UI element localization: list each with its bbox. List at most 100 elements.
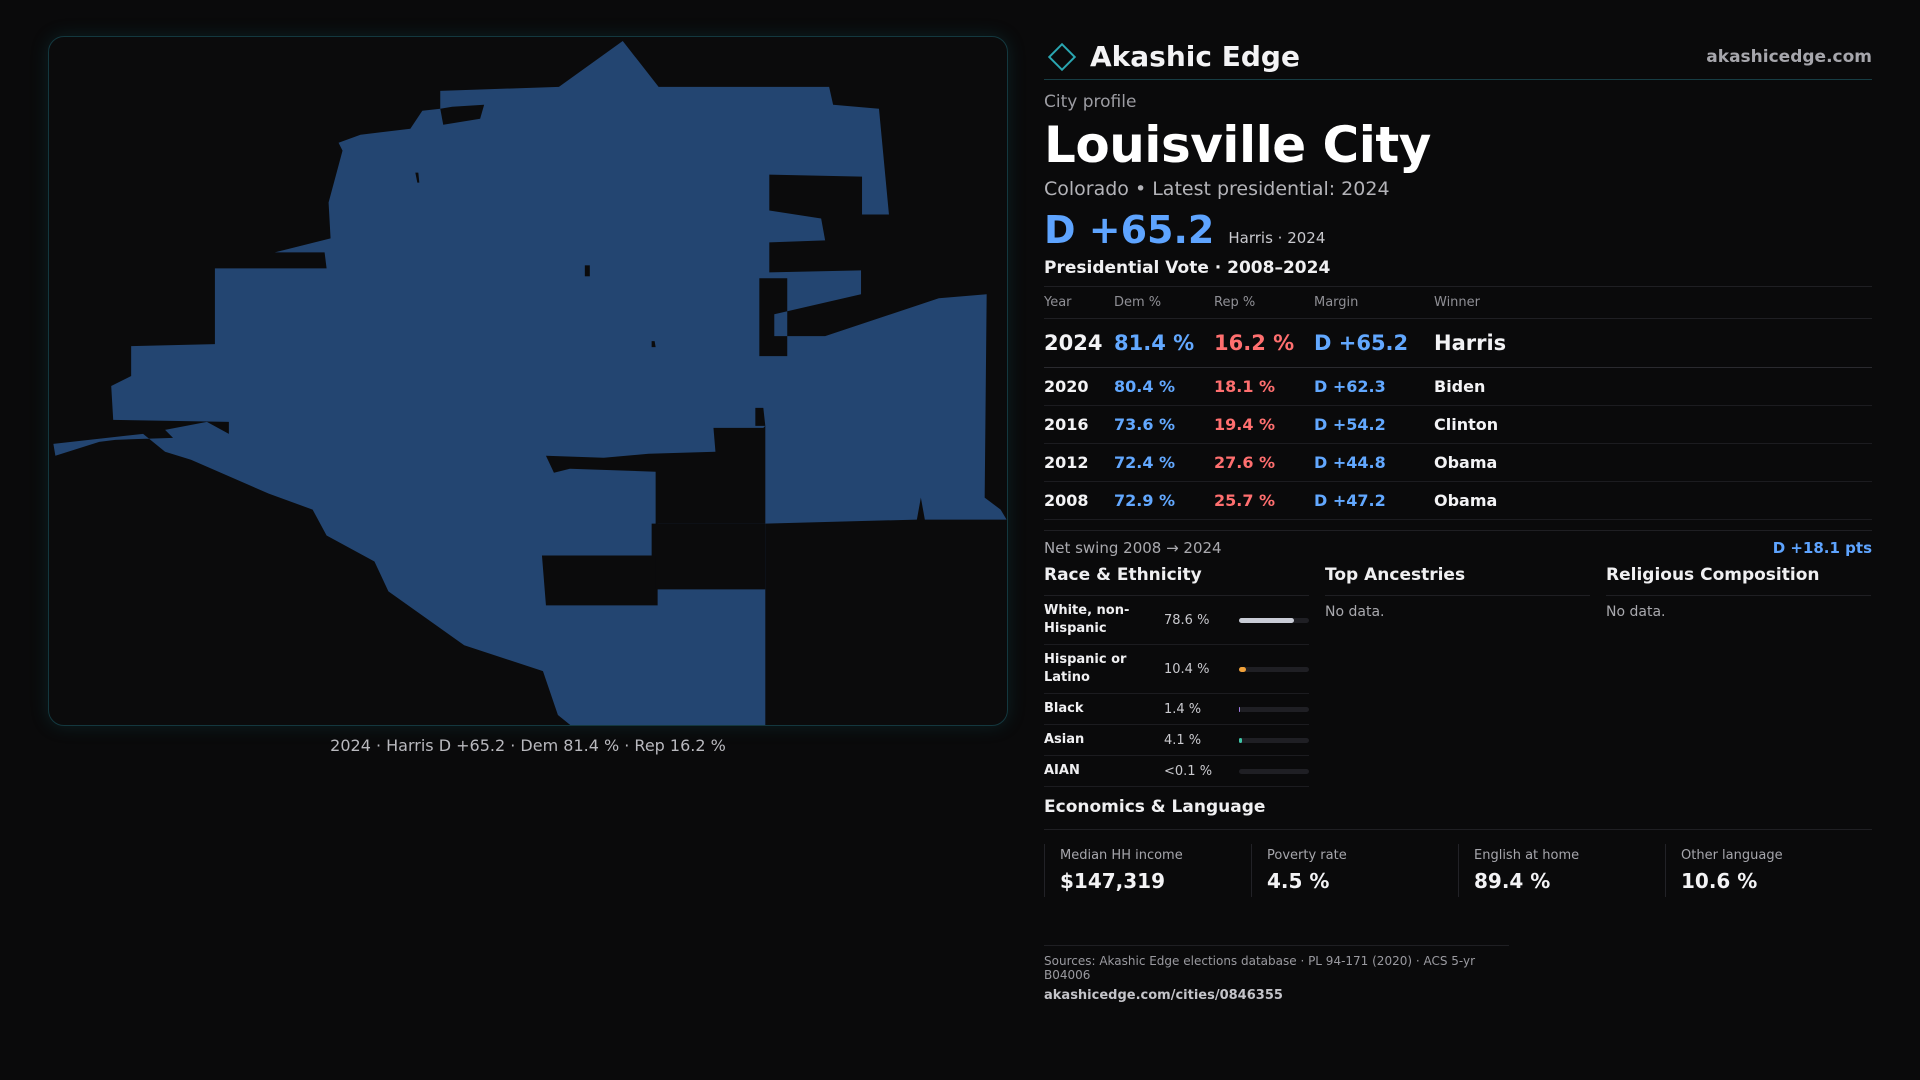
cell-rep: 19.4 % xyxy=(1214,405,1314,444)
cell-dem: 73.6 % xyxy=(1114,405,1214,444)
cell-year: 2012 xyxy=(1044,443,1114,482)
brand-name: Akashic Edge xyxy=(1090,40,1300,73)
stat-poverty-rate: Poverty rate 4.5 % xyxy=(1251,844,1458,897)
table-row: 2012 72.4 % 27.6 % D +44.8 Obama xyxy=(1044,443,1872,482)
race-label: White, non-Hispanic xyxy=(1044,603,1130,636)
race-label: Black xyxy=(1044,701,1084,716)
profile-panel: Akashic Edge akashicedge.com City profil… xyxy=(1044,34,1872,1003)
cell-dem: 72.9 % xyxy=(1114,481,1214,520)
stat-english-at-home: English at home 89.4 % xyxy=(1458,844,1665,897)
race-share-bar xyxy=(1239,768,1309,774)
race-label: Hispanic or Latino xyxy=(1044,652,1127,685)
stat-label: Other language xyxy=(1681,848,1783,863)
cell-year: 2016 xyxy=(1044,405,1114,444)
race-ethnicity-panel: Race & Ethnicity White, non-Hispanic 78.… xyxy=(1044,565,1309,787)
cell-winner: Harris xyxy=(1434,318,1872,368)
cell-rep: 18.1 % xyxy=(1214,367,1314,406)
net-swing-label: Net swing 2008 → 2024 xyxy=(1044,539,1222,557)
economics-title: Economics & Language xyxy=(1044,797,1872,830)
presidential-vote-table: Year Dem % Rep % Margin Winner 2024 81.4… xyxy=(1044,286,1872,520)
cell-rep: 27.6 % xyxy=(1214,443,1314,482)
stat-value: $147,319 xyxy=(1060,869,1166,893)
page-title: Louisville City xyxy=(1044,116,1431,174)
stat-value: 4.5 % xyxy=(1267,869,1330,893)
list-item: White, non-Hispanic 78.6 % xyxy=(1044,596,1309,645)
vote-section-title: Presidential Vote · 2008–2024 xyxy=(1044,258,1331,278)
map-caption: 2024 · Harris D +65.2 · Dem 81.4 % · Rep… xyxy=(330,736,726,755)
race-share-bar xyxy=(1239,617,1309,623)
table-row: 2016 73.6 % 19.4 % D +54.2 Clinton xyxy=(1044,405,1872,444)
headline-margin: D +65.2 xyxy=(1044,208,1215,252)
race-list: White, non-Hispanic 78.6 % Hispanic or L… xyxy=(1044,596,1309,787)
diamond-logo-icon xyxy=(1047,42,1077,71)
stat-value: 89.4 % xyxy=(1474,869,1551,893)
race-label: Asian xyxy=(1044,732,1085,747)
cell-winner: Clinton xyxy=(1434,405,1872,444)
cell-year: 2008 xyxy=(1044,481,1114,520)
sources-footer: Sources: Akashic Edge elections database… xyxy=(1044,945,1509,1003)
column-header-winner: Winner xyxy=(1434,286,1872,319)
column-header-dem: Dem % xyxy=(1114,286,1214,319)
race-label: AIAN xyxy=(1044,763,1080,778)
column-header-margin: Margin xyxy=(1314,286,1434,319)
city-boundary-map[interactable] xyxy=(48,36,1008,726)
race-share-bar xyxy=(1239,737,1309,743)
headline-result: D +65.2 Harris · 2024 xyxy=(1044,208,1872,252)
page-subtitle: Colorado • Latest presidential: 2024 xyxy=(1044,178,1390,200)
brand[interactable]: Akashic Edge xyxy=(1044,40,1300,73)
cell-margin: D +54.2 xyxy=(1314,405,1434,444)
race-percent: 1.4 % xyxy=(1164,701,1202,717)
religion-title: Religious Composition xyxy=(1606,565,1871,596)
cell-rep: 25.7 % xyxy=(1214,481,1314,520)
cell-rep: 16.2 % xyxy=(1214,318,1314,368)
cell-margin: D +65.2 xyxy=(1314,318,1434,368)
list-item: AIAN <0.1 % xyxy=(1044,756,1309,787)
race-share-fill xyxy=(1239,706,1241,712)
race-share-bar xyxy=(1239,706,1309,712)
column-header-rep: Rep % xyxy=(1214,286,1314,319)
religion-panel: Religious Composition No data. xyxy=(1606,565,1871,787)
cell-margin: D +62.3 xyxy=(1314,367,1434,406)
table-header-row: Year Dem % Rep % Margin Winner xyxy=(1044,286,1872,319)
stat-value: 10.6 % xyxy=(1681,869,1758,893)
ancestries-panel: Top Ancestries No data. xyxy=(1325,565,1590,787)
table-row: 2008 72.9 % 25.7 % D +47.2 Obama xyxy=(1044,481,1872,520)
table-row: 2024 81.4 % 16.2 % D +65.2 Harris xyxy=(1044,318,1872,368)
net-swing-value: D +18.1 pts xyxy=(1772,539,1872,557)
cell-winner: Biden xyxy=(1434,367,1872,406)
stat-label: Poverty rate xyxy=(1267,848,1347,863)
ancestries-title: Top Ancestries xyxy=(1325,565,1590,596)
demographics-section: Race & Ethnicity White, non-Hispanic 78.… xyxy=(1044,565,1872,787)
stat-median-income: Median HH income $147,319 xyxy=(1044,844,1251,897)
sources-text: Sources: Akashic Edge elections database… xyxy=(1044,954,1476,982)
cell-dem: 80.4 % xyxy=(1114,367,1214,406)
stat-label: English at home xyxy=(1474,848,1580,863)
race-ethnicity-title: Race & Ethnicity xyxy=(1044,565,1309,596)
profile-url-link[interactable]: akashicedge.com/cities/0846355 xyxy=(1044,988,1283,1003)
city-boundary-shape xyxy=(53,40,1007,725)
economics-stats: Median HH income $147,319 Poverty rate 4… xyxy=(1044,844,1872,897)
column-header-year: Year xyxy=(1044,286,1114,319)
brand-header: Akashic Edge akashicedge.com xyxy=(1044,34,1872,80)
race-percent: <0.1 % xyxy=(1164,763,1213,779)
cell-margin: D +47.2 xyxy=(1314,481,1434,520)
stat-label: Median HH income xyxy=(1060,848,1183,863)
brand-url-link[interactable]: akashicedge.com xyxy=(1706,46,1872,67)
race-share-fill xyxy=(1239,737,1242,743)
race-share-fill xyxy=(1239,617,1295,623)
race-percent: 78.6 % xyxy=(1164,612,1210,628)
cell-winner: Obama xyxy=(1434,443,1872,482)
table-row: 2020 80.4 % 18.1 % D +62.3 Biden xyxy=(1044,367,1872,406)
stat-other-language: Other language 10.6 % xyxy=(1665,844,1872,897)
list-item: Asian 4.1 % xyxy=(1044,725,1309,756)
race-share-bar xyxy=(1239,666,1309,672)
list-item: Hispanic or Latino 10.4 % xyxy=(1044,645,1309,694)
cell-dem: 81.4 % xyxy=(1114,318,1214,368)
ancestries-empty: No data. xyxy=(1325,604,1385,620)
cell-margin: D +44.8 xyxy=(1314,443,1434,482)
race-percent: 4.1 % xyxy=(1164,732,1202,748)
cell-winner: Obama xyxy=(1434,481,1872,520)
list-item: Black 1.4 % xyxy=(1044,694,1309,725)
net-swing: Net swing 2008 → 2024 D +18.1 pts xyxy=(1044,530,1872,557)
religion-empty: No data. xyxy=(1606,604,1666,620)
